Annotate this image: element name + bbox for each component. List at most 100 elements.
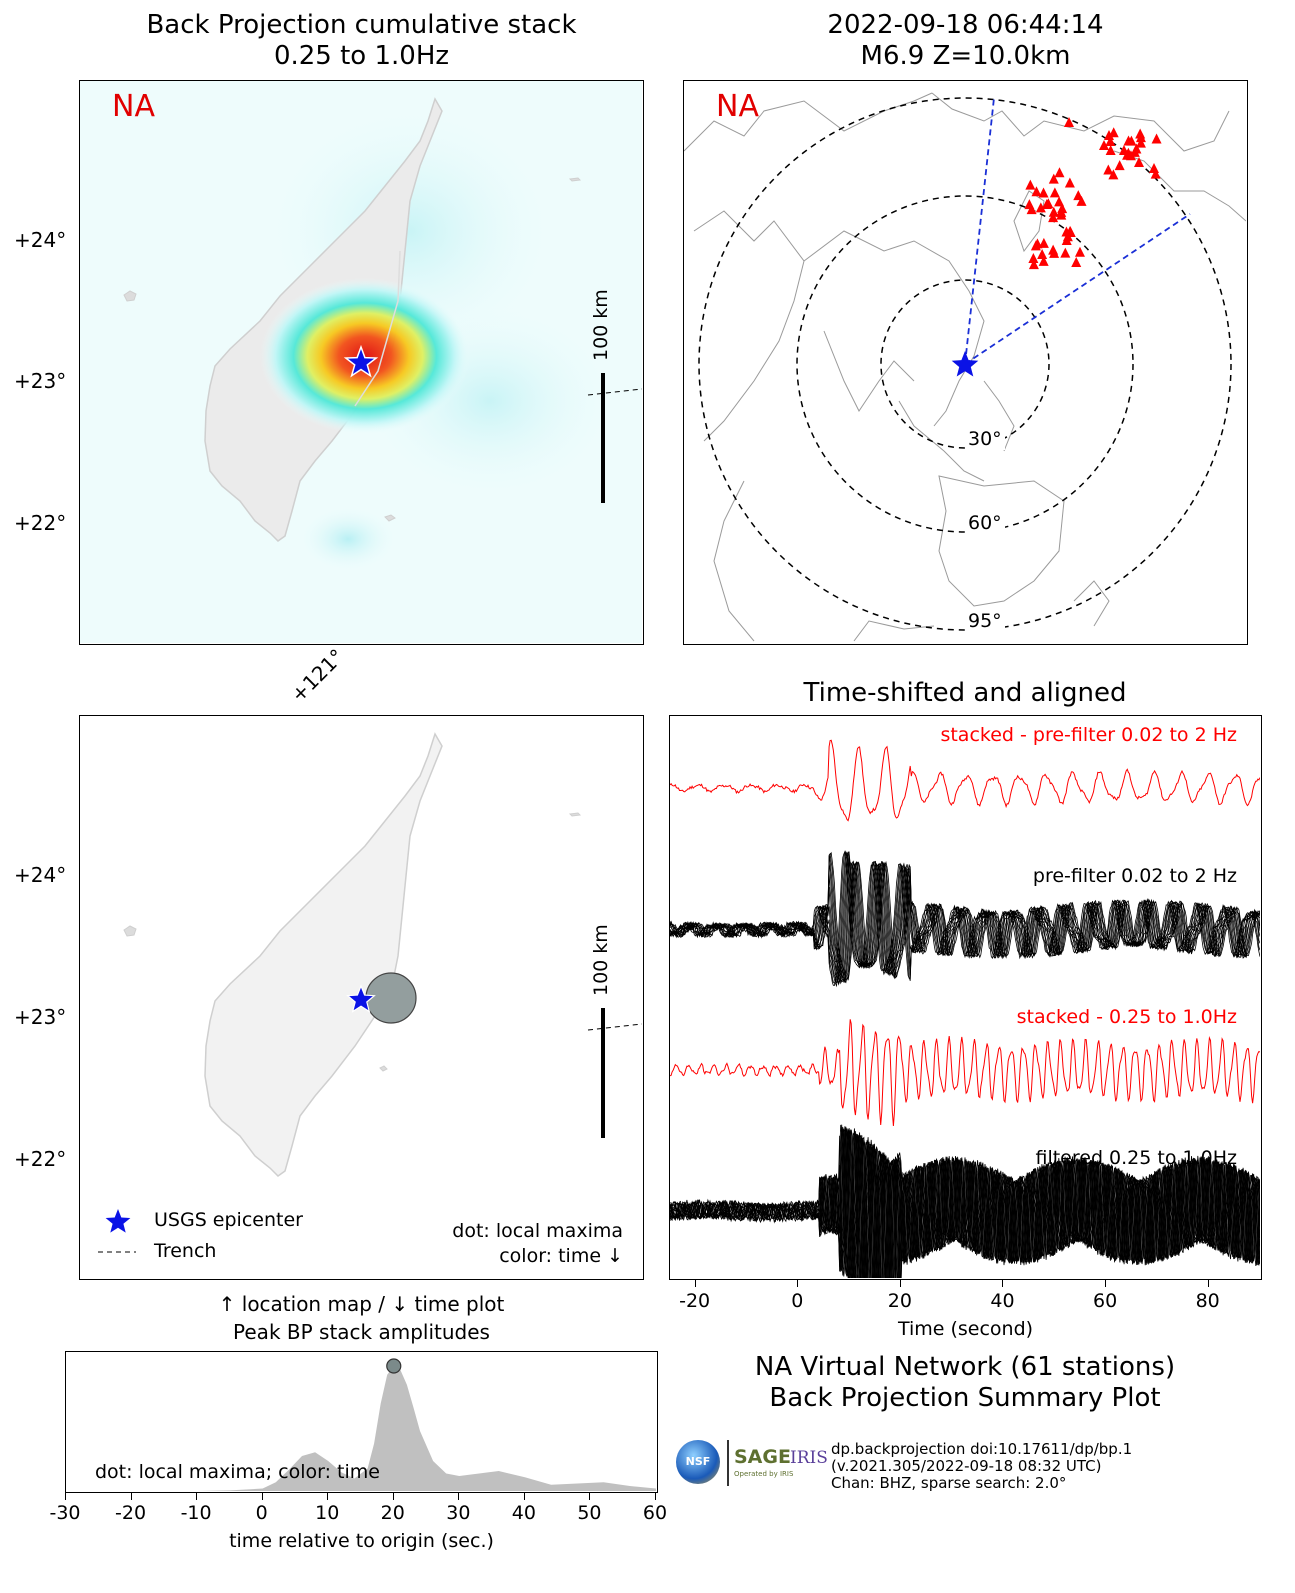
bp-map-panel: NA 100 km <box>79 80 644 645</box>
waveform-tick-label: 60 <box>1092 1290 1118 1312</box>
station-triangle <box>1025 179 1036 190</box>
waveform-tick-mark <box>694 1280 696 1287</box>
waveform-svg <box>670 739 1261 1279</box>
station-markers <box>1024 117 1162 270</box>
peak-amplitude-tick-mark <box>261 1493 263 1500</box>
peak-amplitude-svg <box>66 1358 656 1491</box>
bp-lat-tick: +23° <box>14 369 67 393</box>
station-triangle <box>1104 130 1114 140</box>
station-triangle <box>1123 135 1134 146</box>
prefilter-trace <box>670 852 1261 984</box>
summary-line2: Back Projection Summary Plot <box>769 1383 1161 1413</box>
location-lat-tick: +24° <box>14 863 67 887</box>
bp-lon-tick: +121° <box>286 644 349 707</box>
epicenter-star <box>343 344 379 378</box>
trace-label-filtered: filtered 0.25 to 1.0Hz <box>1035 1147 1237 1169</box>
legend-star-icon <box>105 1209 131 1233</box>
location-caption-line1: ↑ location map / ↓ time plot <box>218 1292 505 1316</box>
station-triangle <box>1099 140 1109 150</box>
bp-map-svg <box>80 81 643 643</box>
distance-ring-95 <box>698 97 1232 631</box>
station-triangle <box>1129 146 1140 157</box>
trace-label-stacked-filtered: stacked - 0.25 to 1.0Hz <box>1016 1006 1237 1028</box>
waveform-tick-label: 0 <box>791 1290 804 1312</box>
station-triangle <box>1105 144 1116 155</box>
bp-map-title-line1: Back Projection cumulative stack <box>146 10 577 40</box>
peak-amplitude-note: dot: local maxima; color: time <box>95 1461 380 1483</box>
peak-amplitude-tick-mark <box>196 1493 198 1500</box>
peak-amplitude-tick-mark <box>589 1493 591 1500</box>
waveform-tick-mark <box>1105 1280 1107 1287</box>
penghu-islands <box>123 290 137 302</box>
station-triangle <box>1031 186 1042 197</box>
waveform-xlabel: Time (second) <box>897 1318 1034 1340</box>
station-triangle <box>1105 135 1116 146</box>
location-caption-line2: Peak BP stack amplitudes <box>233 1320 490 1344</box>
peak-amplitude-xlabel: time relative to origin (sec.) <box>229 1530 494 1552</box>
product-info-line2: (v.2021.305/2022-09-18 08:32 UTC) <box>831 1457 1102 1475</box>
station-triangle <box>1037 248 1048 259</box>
station-triangle <box>1064 117 1074 127</box>
islet <box>379 1065 388 1072</box>
peak-amplitude-tick-mark <box>523 1493 525 1500</box>
distance-ring-30 <box>880 279 1050 449</box>
legend-epicenter-label: USGS epicenter <box>154 1209 303 1231</box>
event-magnitude-depth: M6.9 Z=10.0km <box>860 41 1071 71</box>
station-triangle <box>1028 252 1039 263</box>
event-map-network-label: NA <box>716 89 759 124</box>
great-circle-path <box>964 97 995 365</box>
filtered-trace <box>670 1124 1261 1279</box>
station-triangle <box>1073 190 1084 201</box>
waveform-tick-mark <box>899 1280 901 1287</box>
station-triangle <box>1049 247 1060 258</box>
station-triangle <box>1071 256 1082 267</box>
waveform-tick-label: 40 <box>990 1290 1015 1312</box>
islet <box>384 514 396 522</box>
distance-ring-60 <box>796 195 1134 533</box>
peak-amplitude-tick-mark <box>327 1493 329 1500</box>
filtered-trace <box>670 1126 1261 1279</box>
waveform-tick-mark <box>797 1280 799 1287</box>
peak-amplitude-tick-label: -30 <box>49 1502 81 1524</box>
peak-amplitude-tick-label: -10 <box>180 1502 212 1524</box>
location-note-line2: color: time ↓ <box>499 1245 623 1267</box>
waveform-tick-mark <box>1002 1280 1004 1287</box>
ring-label-30: 30° <box>965 428 1005 450</box>
location-lat-tick: +23° <box>14 1005 67 1029</box>
location-note: dot: local maxima color: time ↓ <box>452 1219 623 1269</box>
waveform-title: Time-shifted and aligned <box>803 678 1127 708</box>
station-triangle <box>1024 199 1035 210</box>
bp-map-title: Back Projection cumulative stack 0.25 to… <box>80 10 643 72</box>
station-triangle <box>1135 137 1146 148</box>
taiwan-landmass <box>204 732 443 1177</box>
station-triangle <box>1151 133 1162 144</box>
peak-amplitude-tick-label: 50 <box>577 1502 602 1524</box>
peak-amplitude-tick-label: 40 <box>511 1502 536 1524</box>
station-triangle <box>1035 202 1046 213</box>
ring-label-95: 95° <box>965 610 1005 632</box>
trace-label-prefilter: pre-filter 0.02 to 2 Hz <box>1032 865 1237 887</box>
great-circle-path <box>964 213 1191 365</box>
trace-label-stacked-prefilter: stacked - pre-filter 0.02 to 2 Hz <box>940 724 1237 746</box>
peak-amplitude-tick-mark <box>130 1493 132 1500</box>
epicenter-star <box>346 984 376 1013</box>
station-triangle <box>1064 177 1075 188</box>
peak-amplitude-tick-mark <box>655 1493 656 1500</box>
station-triangle <box>1135 132 1146 143</box>
stacked-prefilter-trace <box>670 739 1261 822</box>
epicenter-star <box>951 351 979 377</box>
summary-title: NA Virtual Network (61 stations) Back Pr… <box>669 1352 1261 1414</box>
trench-line <box>587 388 643 396</box>
event-origin-time: 2022-09-18 06:44:14 <box>827 10 1104 40</box>
location-scale-label: 100 km <box>590 924 612 996</box>
location-note-line1: dot: local maxima <box>452 1220 623 1242</box>
station-triangle <box>1150 168 1161 179</box>
station-triangle <box>1048 206 1059 217</box>
event-title: 2022-09-18 06:44:14 M6.9 Z=10.0km <box>683 10 1248 72</box>
station-triangle <box>1028 259 1039 270</box>
location-lat-tick: +22° <box>14 1147 67 1171</box>
bp-map-network-label: NA <box>112 89 155 124</box>
peak-amplitude-panel: dot: local maxima; color: time <box>65 1351 658 1493</box>
station-triangle <box>1134 157 1144 167</box>
product-info: dp.backprojection doi:10.17611/dp/bp.1 (… <box>831 1441 1132 1492</box>
